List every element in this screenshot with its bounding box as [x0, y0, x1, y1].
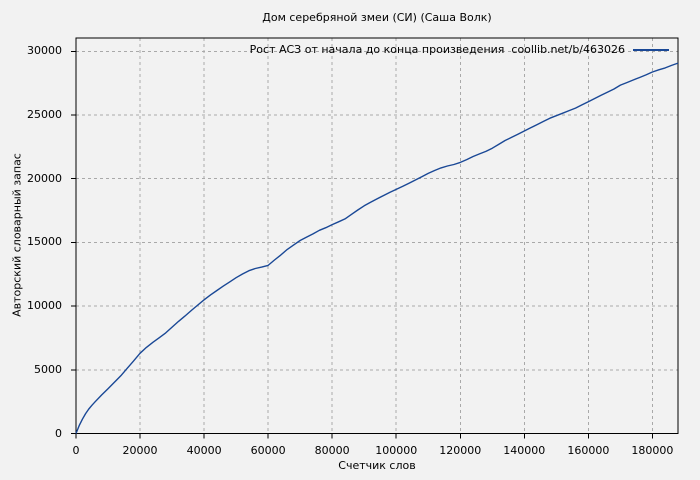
x-tick-label: 80000 [314, 444, 350, 457]
y-tick-label: 10000 [27, 299, 62, 313]
y-tick-label: 30000 [27, 44, 62, 58]
y-tick-label: 0 [55, 426, 62, 440]
x-tick-label: 160000 [567, 444, 610, 457]
x-tick-label: 40000 [186, 444, 222, 457]
x-tick-label: 0 [72, 444, 80, 457]
plot-frame [75, 37, 679, 434]
legend-line-sample [633, 48, 669, 51]
x-tick-label: 20000 [122, 444, 158, 457]
y-tick-label: 20000 [27, 171, 62, 185]
legend-label: Рост АСЗ от начала до конца произведения… [249, 43, 625, 56]
x-tick-label: 100000 [375, 444, 418, 457]
chart-title: Дом серебряной змеи (СИ) (Саша Волк) [262, 11, 492, 24]
x-tick-label: 120000 [439, 444, 482, 457]
legend: Рост АСЗ от начала до конца произведения… [250, 43, 669, 56]
x-axis-label: Счетчик слов [338, 459, 416, 472]
y-tick-label: 5000 [34, 362, 62, 376]
y-tick-label: 25000 [27, 108, 62, 122]
x-tick-label: 60000 [250, 444, 286, 457]
y-tick-label: 15000 [27, 235, 62, 249]
x-tick-label: 180000 [631, 444, 674, 457]
series-line [75, 62, 679, 434]
x-tick-label: 140000 [503, 444, 546, 457]
